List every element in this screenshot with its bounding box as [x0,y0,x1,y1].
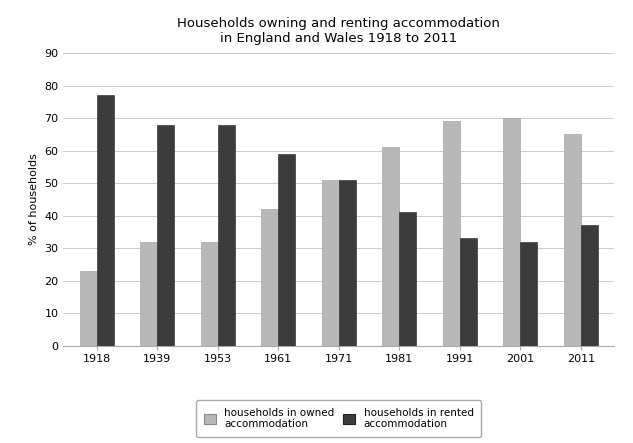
Bar [218,124,235,346]
Y-axis label: % of households: % of households [28,153,39,245]
Bar [278,154,295,346]
Title: Households owning and renting accommodation
in England and Wales 1918 to 2011: Households owning and renting accommodat… [177,17,500,45]
Legend: households in owned
accommodation, households in rented
accommodation: households in owned accommodation, house… [196,400,481,437]
Bar [339,180,356,346]
Bar [157,124,174,346]
Bar [80,271,97,346]
Bar [580,225,598,346]
Bar [140,241,157,346]
Bar [442,121,460,346]
Bar [261,209,278,346]
Bar [382,148,399,346]
Bar [460,238,477,346]
Bar [520,241,537,346]
Bar [322,180,339,346]
Bar [503,118,520,346]
Bar [97,95,113,346]
Bar [399,212,416,346]
Bar [564,134,580,346]
Bar [201,241,218,346]
